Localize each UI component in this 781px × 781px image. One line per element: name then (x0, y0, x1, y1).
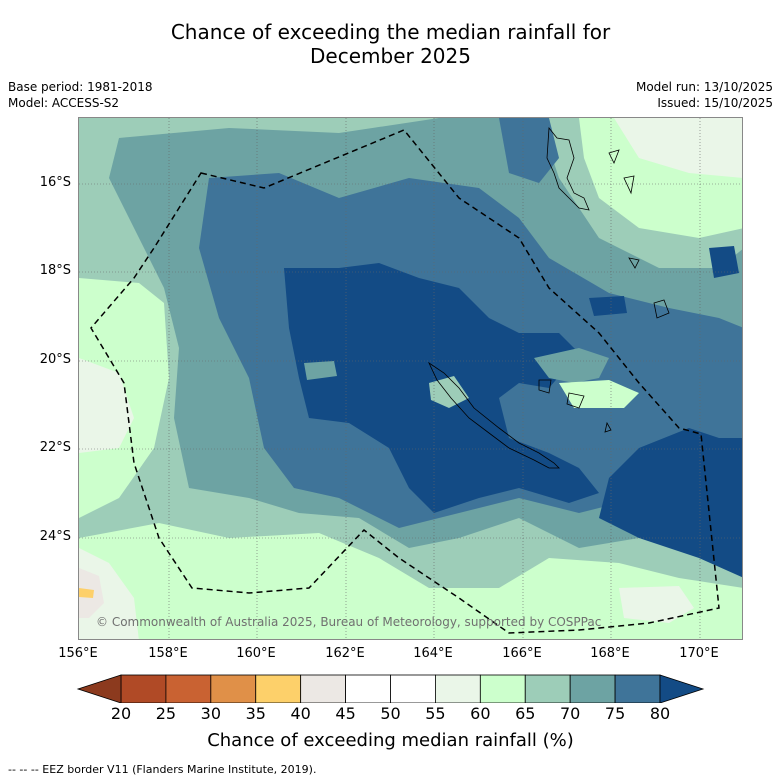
region-35-southwest (79, 588, 94, 598)
region-55-southeast (619, 586, 694, 623)
map-svg (79, 118, 742, 639)
map-title-line2: December 2025 (310, 44, 471, 68)
region-60-south (79, 523, 742, 639)
region-80-spot-2 (589, 296, 627, 316)
colorbar-tick-label: 75 (604, 704, 626, 723)
model-run: Model run: 13/10/2025 (635, 80, 773, 94)
lon-label-166e: 166°E (502, 646, 542, 661)
colorbar-cell (614, 674, 661, 703)
lat-label-20s: 20°S (39, 352, 71, 367)
colorbar-tick-label: 30 (200, 704, 221, 723)
colorbar-tick-label: 50 (380, 704, 401, 723)
region-65-inner (429, 376, 469, 408)
colorbar-high-extend (659, 674, 705, 703)
colorbar-tick-label: 55 (425, 704, 446, 723)
lon-label-156e: 156°E (58, 646, 98, 661)
lat-label-24s: 24°S (39, 529, 71, 544)
colorbar-tick-label: 45 (335, 704, 356, 723)
lon-label-160e: 160°E (236, 646, 276, 661)
region-75-northeast (499, 118, 559, 183)
colorbar-cells (120, 674, 661, 703)
colorbar-cell (255, 674, 302, 703)
colorbar-cell (165, 674, 212, 703)
region-80-northeast-spot (709, 246, 739, 278)
colorbar-cell (435, 674, 481, 703)
lon-label-164e: 164°E (413, 646, 453, 661)
issued-date: Issued: 15/10/2025 (657, 96, 773, 110)
graticule (79, 118, 742, 639)
lat-label-22s: 22°S (39, 440, 71, 455)
lat-label-18s: 18°S (39, 263, 71, 278)
region-55-southwest (79, 548, 139, 639)
colorbar-cell (345, 674, 391, 703)
colorbar-tick-label: 40 (290, 704, 311, 723)
model-name: Model: ACCESS-S2 (8, 96, 120, 110)
vanuatu-coastline (546, 126, 670, 319)
colorbar-cell (120, 674, 167, 703)
colorbar-cell (390, 674, 436, 703)
lon-label-162e: 162°E (325, 646, 365, 661)
colorbar-cell (524, 674, 571, 703)
lat-label-16s: 16°S (39, 175, 71, 190)
colorbar-tick-label: 80 (649, 704, 671, 723)
colorbar-cell (210, 674, 257, 703)
eez-footnote: -- -- -- EEZ border V11 (Flanders Marine… (8, 763, 317, 776)
colorbar-low-extend (76, 674, 122, 703)
colorbar-cell (569, 674, 616, 703)
colorbar-title: Chance of exceeding median rainfall (%) (207, 730, 574, 751)
lon-label-158e: 158°E (148, 646, 188, 661)
colorbar-tick-label: 25 (155, 704, 177, 723)
region-70-inner-2 (304, 361, 337, 380)
loyalty-islands-coastline (538, 379, 612, 433)
new-caledonia-coastline (428, 361, 560, 469)
colorbar-tick-label: 20 (110, 704, 132, 723)
copyright-notice: © Commonwealth of Australia 2025, Bureau… (96, 615, 602, 629)
colorbar-tick-label: 65 (515, 704, 536, 723)
region-80-east (599, 428, 742, 578)
region-55-northeast (614, 118, 742, 178)
colorbar-cell (479, 674, 526, 703)
base-period: Base period: 1981-2018 (8, 80, 153, 94)
colorbar-cell (300, 674, 346, 703)
colorbar-tick-label: 60 (470, 704, 491, 723)
colorbar (76, 674, 705, 703)
lon-label-168e: 168°E (590, 646, 630, 661)
colorbar-tick-label: 35 (245, 704, 266, 723)
region-60-inner (559, 380, 639, 408)
region-55-west (79, 358, 134, 453)
lon-label-170e: 170°E (679, 646, 719, 661)
region-70-inner (534, 348, 609, 383)
rainfall-map: © Commonwealth of Australia 2025, Bureau… (78, 117, 743, 640)
colorbar-tick-label: 70 (559, 704, 581, 723)
eez-border (90, 129, 720, 634)
map-title-line1: Chance of exceeding the median rainfall … (170, 20, 611, 44)
